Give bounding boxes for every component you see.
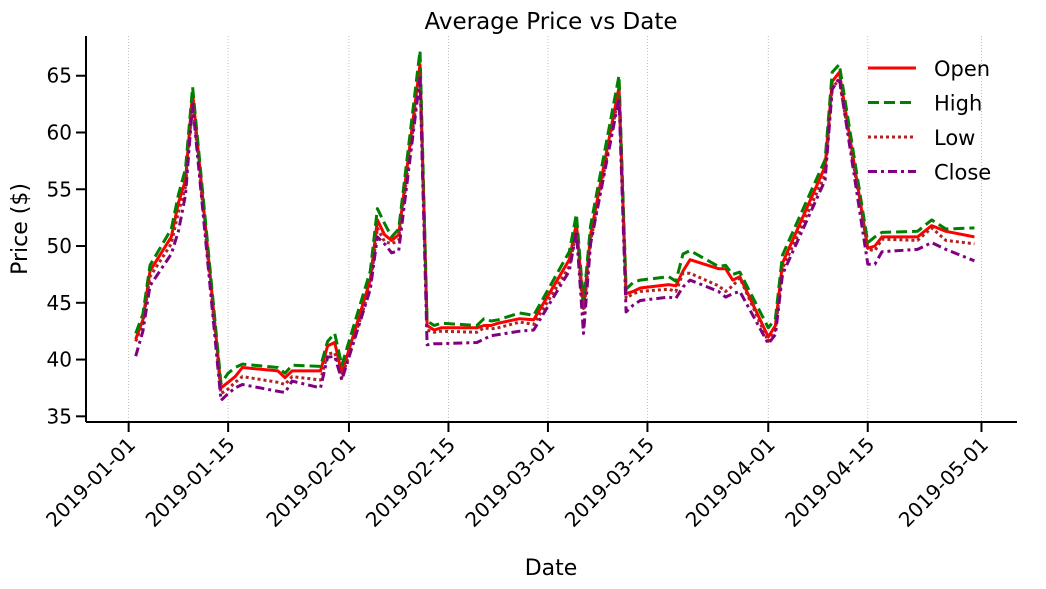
y-tick-label: 45 bbox=[47, 291, 72, 315]
legend: Open High Low Close bbox=[868, 57, 991, 185]
x-tick-label: 2019-04-01 bbox=[681, 433, 780, 532]
series-line-high bbox=[134, 49, 975, 385]
x-tick-label: 2019-02-01 bbox=[261, 433, 360, 532]
axes bbox=[85, 36, 1017, 423]
x-tick-label: 2019-03-01 bbox=[460, 433, 559, 532]
x-tick-label: 2019-05-01 bbox=[894, 433, 993, 532]
y-tick-label: 40 bbox=[47, 348, 72, 372]
y-tick-label: 55 bbox=[47, 177, 72, 201]
grid-lines bbox=[128, 36, 982, 422]
x-tick-label: 2019-03-15 bbox=[560, 433, 659, 532]
y-tick-label: 50 bbox=[47, 234, 72, 258]
x-axis-title: Date bbox=[525, 556, 578, 581]
x-tick-label: 2019-01-01 bbox=[41, 433, 140, 532]
x-tick-label: 2019-01-15 bbox=[141, 433, 240, 532]
y-tick-label: 35 bbox=[47, 404, 72, 428]
series-line-low bbox=[134, 72, 975, 396]
legend-label-close: Close bbox=[934, 161, 991, 185]
chart-title: Average Price vs Date bbox=[424, 9, 677, 35]
x-axis-ticks: 2019-01-01 2019-01-15 2019-02-01 2019-02-15… bbox=[41, 422, 993, 532]
y-tick-label: 65 bbox=[47, 64, 72, 88]
series-lines bbox=[134, 49, 975, 402]
y-axis-title: Price ($) bbox=[8, 183, 33, 275]
legend-label-open: Open bbox=[934, 57, 990, 81]
x-tick-label: 2019-04-15 bbox=[780, 433, 879, 532]
x-tick-label: 2019-02-15 bbox=[361, 433, 460, 532]
legend-label-high: High bbox=[934, 92, 982, 116]
y-tick-label: 60 bbox=[47, 121, 72, 145]
legend-label-low: Low bbox=[934, 126, 975, 150]
y-axis-ticks: 35 40 45 50 55 60 65 bbox=[47, 64, 86, 428]
series-line-open bbox=[134, 62, 975, 390]
